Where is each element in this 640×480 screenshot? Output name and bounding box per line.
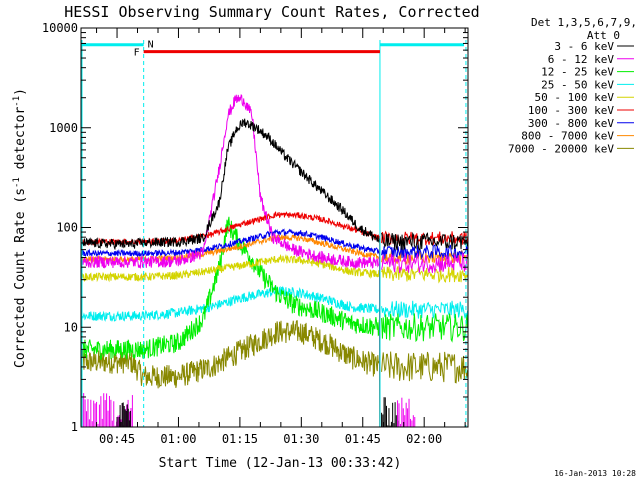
legend-label-4: 50 - 100 keV xyxy=(535,91,615,104)
plot-content xyxy=(81,93,468,427)
series-line-1 xyxy=(81,93,381,427)
x-tick-label: 02:00 xyxy=(406,432,442,446)
series-line-4 xyxy=(81,254,381,427)
series-line-after-1 xyxy=(381,252,468,274)
x-tick-label: 00:45 xyxy=(99,432,135,446)
axes: 1 10 100 1000 10000 00:45 01:00 01:15 01:30 01:45… xyxy=(42,21,468,446)
legend-label-3: 25 - 50 keV xyxy=(541,78,614,91)
flag-label-F: F xyxy=(134,48,140,59)
legend-label-2: 12 - 25 keV xyxy=(541,66,614,79)
legend-header-line-2: Att 0 xyxy=(587,29,620,42)
legend-label-8: 7000 - 20000 keV xyxy=(508,142,614,155)
y-axis-label-tail: detector xyxy=(13,107,28,178)
legend-label-7: 800 - 7000 keV xyxy=(521,130,614,143)
x-tick-label: 01:30 xyxy=(283,432,319,446)
y-axis-label-main: Corrected Count Rate (s xyxy=(13,188,28,368)
series-line-after-2 xyxy=(381,313,468,343)
series-line-2 xyxy=(81,216,381,427)
legend-label-6: 300 - 800 keV xyxy=(528,117,614,130)
y-tick-label: 10 xyxy=(64,320,78,334)
legend-label-1: 6 - 12 keV xyxy=(548,53,615,66)
legend-label-0: 3 - 6 keV xyxy=(554,40,614,53)
x-tick-label: 01:45 xyxy=(345,432,381,446)
flag-label-N: N xyxy=(148,40,154,51)
series-line-6 xyxy=(81,228,381,427)
y-axis-label: Corrected Count Rate (s-1 detector-1) xyxy=(12,88,28,368)
y-axis-label-sup: -1 xyxy=(12,177,22,188)
legend-header-line-1: Det 1,3,5,6,7,9, xyxy=(531,16,637,29)
series-line-after-6 xyxy=(381,244,468,260)
y-tick-label: 1 xyxy=(71,420,78,434)
series-line-5 xyxy=(81,211,381,427)
x-axis-label: Start Time (12-Jan-13 00:33:42) xyxy=(159,456,402,471)
y-axis-label-sup-2: -1 xyxy=(12,96,22,107)
series-line-0 xyxy=(81,118,381,427)
footer-timestamp: 16-Jan-2013 10:28 xyxy=(554,469,636,478)
series-line-8 xyxy=(81,320,381,427)
y-tick-label: 1000 xyxy=(49,121,78,135)
night-bursts xyxy=(81,393,416,427)
chart-title: HESSI Observing Summary Count Rates, Cor… xyxy=(64,3,479,21)
plot-area: FN xyxy=(81,40,468,427)
series-line-after-4 xyxy=(381,266,468,284)
series-line-after-8 xyxy=(381,351,468,384)
y-axis-label-end: ) xyxy=(13,88,28,96)
y-tick-label: 10000 xyxy=(42,21,78,35)
x-tick-label: 01:15 xyxy=(222,432,258,446)
x-tick-label: 01:00 xyxy=(160,432,196,446)
series-line-after-0 xyxy=(381,231,468,251)
series-line-after-3 xyxy=(381,300,468,319)
y-tick-label: 100 xyxy=(56,221,78,235)
legend-label-5: 100 - 300 keV xyxy=(528,104,614,117)
series-line-3 xyxy=(81,285,381,427)
